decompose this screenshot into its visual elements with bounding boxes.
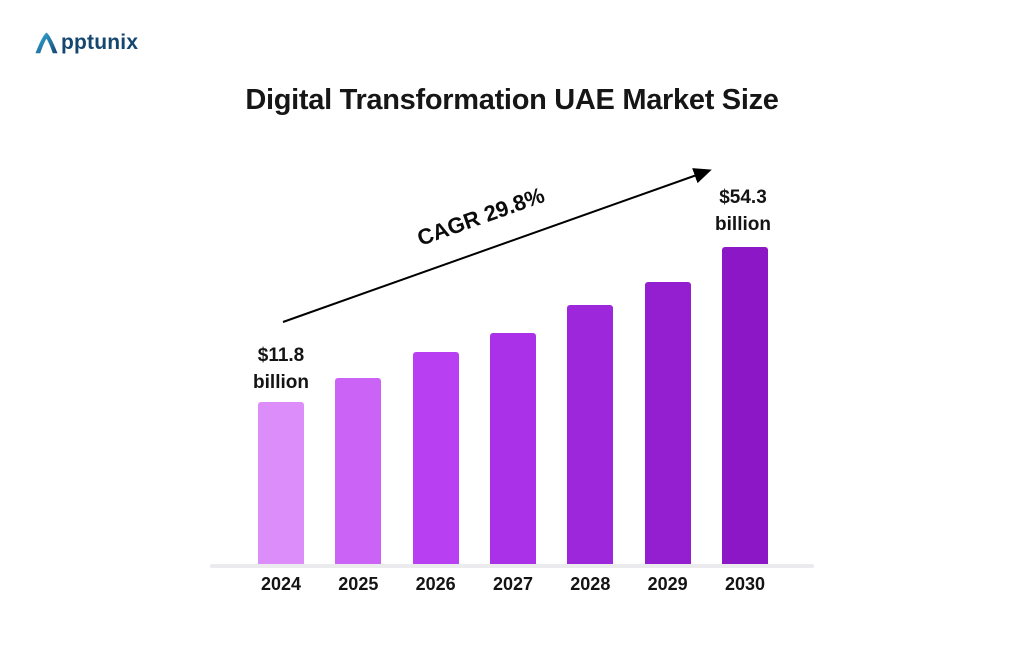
x-tick-2026: 2026 xyxy=(415,574,456,594)
bar-2029 xyxy=(644,282,691,564)
x-tick-2029: 2029 xyxy=(647,574,688,594)
x-tick-2028: 2028 xyxy=(570,574,611,594)
last-bar-value-amount: $54.3 xyxy=(719,187,767,208)
x-tick-2027: 2027 xyxy=(492,574,533,594)
chart-title: Digital Transformation UAE Market Size xyxy=(245,84,779,116)
x-axis-labels: 2024 2025 2026 2027 2028 2029 2030 xyxy=(258,574,768,595)
logo-text: pptunix xyxy=(61,30,139,54)
bars xyxy=(258,160,768,564)
first-bar-value-amount: $11.8 xyxy=(257,345,305,366)
bar-2030 xyxy=(721,247,768,564)
bar-2028 xyxy=(567,305,614,564)
last-bar-value-unit: billion xyxy=(715,214,771,235)
last-bar-value-label: $54.3 billion xyxy=(691,184,795,238)
apptunix-logo-a-icon xyxy=(35,32,58,54)
x-axis-baseline xyxy=(210,564,814,568)
first-bar-value-unit: billion xyxy=(253,372,309,393)
first-bar-value-label: $11.8 billion xyxy=(225,342,337,396)
bar-2027 xyxy=(489,333,536,564)
bar-chart: CAGR 29.8% $11.8 billion $54.3 billion 2… xyxy=(210,160,814,630)
bar-2025 xyxy=(335,378,382,564)
apptunix-logo: pptunix xyxy=(33,29,138,56)
x-tick-2030: 2030 xyxy=(724,574,765,594)
bar-2026 xyxy=(412,352,459,564)
x-tick-2024: 2024 xyxy=(260,574,302,594)
bar-2024 xyxy=(258,402,304,564)
x-tick-2025: 2025 xyxy=(338,574,379,594)
